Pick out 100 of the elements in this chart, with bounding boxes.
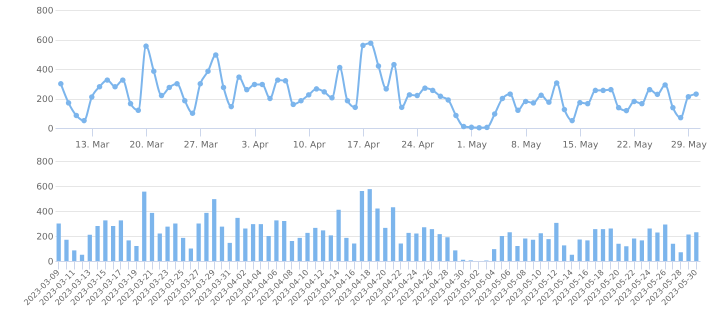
bar (150, 212, 154, 261)
bar (616, 244, 621, 261)
bar (290, 241, 294, 261)
y-tick-label: 800 (36, 158, 54, 168)
bar (336, 210, 341, 261)
bar (103, 220, 108, 261)
bar (640, 240, 644, 261)
bar (500, 236, 504, 261)
bar (158, 234, 162, 261)
bar (663, 224, 668, 261)
bar (126, 240, 131, 261)
bar (593, 229, 598, 261)
bar (414, 234, 419, 261)
bar (266, 236, 271, 261)
bar (570, 254, 574, 261)
bar (655, 232, 660, 261)
bar (250, 224, 256, 261)
bar (678, 252, 683, 261)
bar (110, 226, 116, 261)
x-tick-label: 17. Apr (347, 140, 380, 150)
y-tick-label: 800 (36, 6, 54, 16)
y-tick-label: 600 (36, 36, 54, 46)
bar (406, 232, 411, 261)
x-tick-label: 20. Mar (129, 140, 164, 150)
bar (648, 228, 652, 261)
bar (72, 250, 76, 261)
bar (188, 248, 194, 261)
bar (56, 224, 61, 261)
bar (562, 245, 566, 261)
bar (554, 222, 558, 261)
bar (608, 228, 613, 261)
bar (173, 224, 178, 261)
x-tick-label: 24. Apr (401, 140, 434, 150)
bar (578, 240, 582, 261)
bar (546, 239, 551, 261)
bar (445, 237, 450, 261)
bar (632, 238, 636, 261)
bar (368, 189, 372, 261)
bar (352, 244, 356, 261)
bar (282, 221, 286, 261)
bar (212, 199, 216, 261)
bar (624, 246, 628, 261)
bar (298, 238, 302, 261)
bar (95, 226, 100, 261)
y-tick-label: 0 (48, 124, 54, 134)
bar (686, 234, 691, 261)
bar (274, 220, 279, 261)
x-tick-label: 27. Mar (184, 140, 218, 150)
bar (438, 234, 442, 261)
x-tick-label: 3. Apr (241, 140, 269, 150)
x-tick-label: 8. May (511, 140, 542, 150)
bar (235, 218, 240, 261)
bar (305, 232, 310, 261)
y-tick-label: 0 (48, 258, 54, 268)
bar (118, 220, 124, 261)
bar (383, 228, 388, 261)
bar (134, 246, 139, 261)
bar (80, 254, 84, 261)
x-tick-label: 29. May (670, 140, 708, 150)
bar (220, 226, 224, 261)
x-tick-label: 1. May (456, 140, 488, 150)
bar (196, 224, 201, 261)
bar (508, 232, 512, 261)
bar (228, 242, 232, 261)
bar (165, 226, 170, 261)
bar (320, 230, 326, 261)
bar (538, 233, 543, 261)
x-tick-label: 10. Apr (292, 140, 326, 150)
bar (375, 208, 380, 261)
y-tick-label: 600 (36, 182, 54, 192)
bar (88, 234, 92, 261)
bar (523, 238, 528, 261)
bar (243, 228, 248, 261)
bar (492, 249, 496, 261)
bar (398, 244, 403, 261)
y-tick-label: 200 (36, 232, 54, 242)
bar (694, 232, 698, 261)
y-tick-label: 400 (36, 66, 54, 76)
y-tick-label: 400 (36, 208, 54, 218)
bar (142, 192, 146, 261)
bar (64, 240, 69, 261)
y-tick-label: 200 (36, 95, 54, 105)
bar (600, 229, 606, 261)
bar (670, 244, 676, 261)
bar (204, 212, 209, 261)
x-tick-label: 13. Mar (75, 140, 110, 150)
bar (585, 240, 590, 261)
bar (328, 235, 333, 261)
bar (530, 240, 536, 261)
bar (430, 229, 434, 261)
bar (422, 227, 426, 261)
x-tick-label: 15. May (562, 140, 599, 150)
bar (515, 246, 520, 261)
bar (453, 250, 458, 261)
bar (258, 224, 263, 261)
bar (344, 238, 349, 261)
x-tick-label: 22. May (616, 140, 654, 150)
bar (360, 191, 364, 261)
bar (313, 228, 318, 261)
bar (390, 207, 396, 261)
